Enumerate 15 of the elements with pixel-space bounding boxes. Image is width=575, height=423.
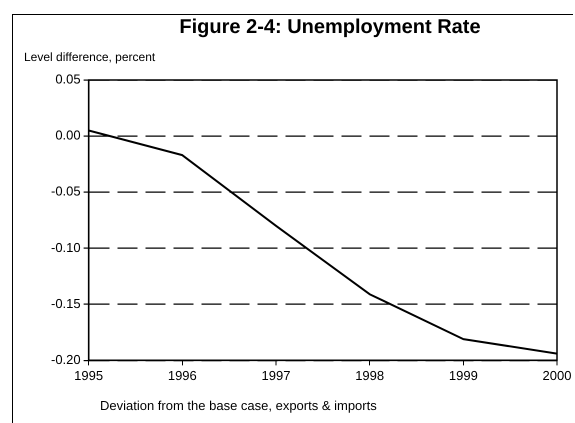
y-tick-label: 0.00 xyxy=(55,128,81,143)
y-tick-label: -0.20 xyxy=(50,352,81,367)
y-axis-title: Level difference, percent xyxy=(24,50,156,64)
y-tick-label: -0.10 xyxy=(50,240,81,255)
x-tick-label: 1996 xyxy=(168,368,197,383)
x-axis-title: Deviation from the base case, exports & imports xyxy=(100,398,377,413)
x-tick-label: 1997 xyxy=(262,368,290,383)
y-tick-label: -0.15 xyxy=(50,296,81,311)
x-tick-label: 2000 xyxy=(542,368,572,383)
chart-title: Figure 2-4: Unemployment Rate xyxy=(178,16,482,39)
y-tick-label: 0.05 xyxy=(55,72,81,87)
y-tick-label: -0.05 xyxy=(50,184,81,199)
x-tick-label: 1999 xyxy=(448,368,478,383)
x-tick-label: 1998 xyxy=(355,368,384,383)
x-tick-label: 1995 xyxy=(74,368,104,383)
